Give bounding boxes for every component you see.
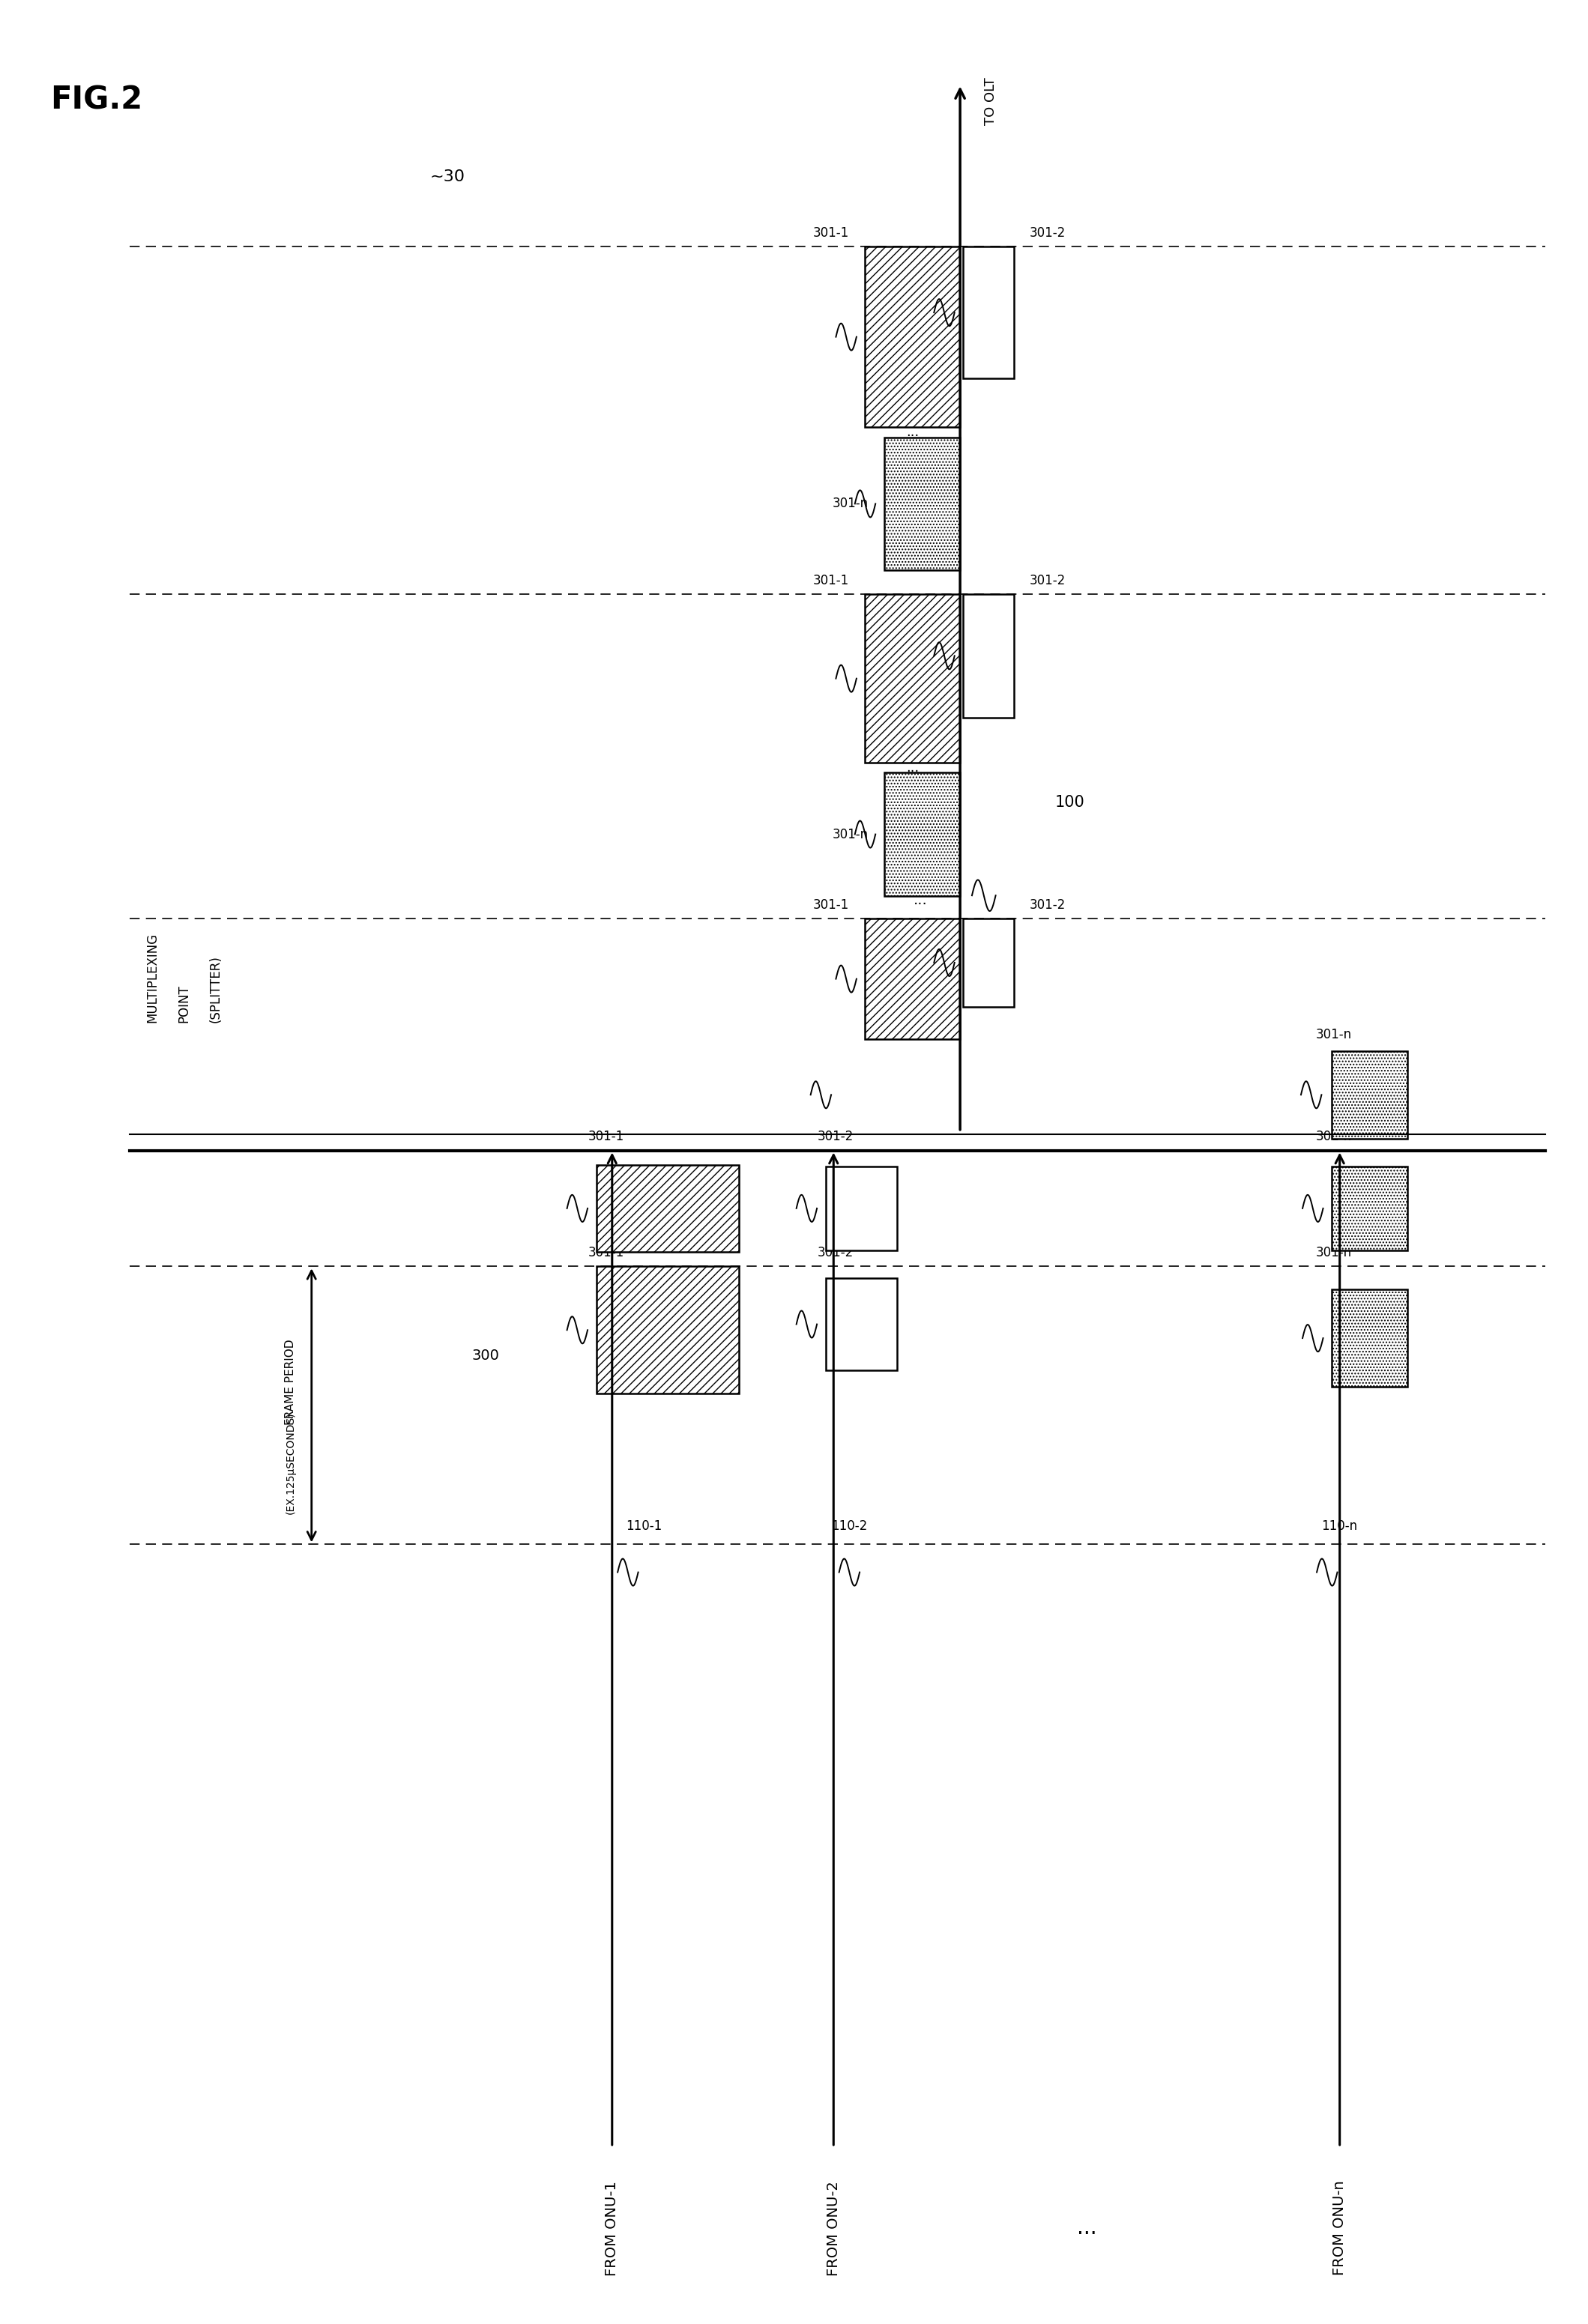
Text: POINT: POINT (178, 985, 191, 1023)
Text: FROM ONU-2: FROM ONU-2 (826, 2180, 840, 2275)
Text: FROM ONU-n: FROM ONU-n (1332, 2180, 1347, 2275)
Text: ...: ... (907, 760, 919, 774)
Bar (865, 918, 961, 1039)
Text: (EX.125μSECONDS): (EX.125μSECONDS) (286, 1413, 295, 1515)
Text: FROM ONU-1: FROM ONU-1 (605, 2180, 619, 2275)
Text: MULTIPLEXING: MULTIPLEXING (146, 932, 159, 1023)
Text: ...: ... (907, 425, 919, 439)
Text: FRAME PERIOD: FRAME PERIOD (284, 1339, 295, 1425)
Bar (826, 1167, 897, 1250)
Text: 301-n: 301-n (1316, 1246, 1351, 1260)
Text: ~30: ~30 (430, 170, 465, 184)
Text: 110-n: 110-n (1321, 1520, 1358, 1534)
Text: 301-2: 301-2 (1029, 225, 1066, 239)
Text: 301-1: 301-1 (813, 574, 850, 588)
Text: 301-n: 301-n (832, 827, 869, 841)
Bar (964, 246, 1013, 379)
Bar (1332, 1050, 1407, 1139)
Bar (596, 1164, 738, 1253)
Text: 301-1: 301-1 (813, 897, 850, 911)
Text: 301-n: 301-n (832, 497, 869, 511)
Bar (865, 595, 961, 762)
Text: TO OLT: TO OLT (985, 77, 997, 125)
Text: 110-1: 110-1 (626, 1520, 662, 1534)
Text: 110-2: 110-2 (831, 1520, 867, 1534)
Text: ...: ... (913, 892, 927, 906)
Text: 100: 100 (1054, 795, 1085, 811)
Text: 301-1: 301-1 (589, 1246, 624, 1260)
Text: (SPLITTER): (SPLITTER) (208, 955, 222, 1023)
Bar (885, 437, 961, 569)
Text: 301-1: 301-1 (589, 1129, 624, 1143)
Bar (596, 1267, 738, 1394)
Text: 301-2: 301-2 (1029, 897, 1066, 911)
Text: ...: ... (1077, 2217, 1097, 2238)
Bar (826, 1278, 897, 1371)
Text: 301-1: 301-1 (813, 225, 850, 239)
Text: FIG.2: FIG.2 (51, 84, 143, 116)
Text: 301-2: 301-2 (818, 1246, 854, 1260)
Text: 301-2: 301-2 (818, 1129, 854, 1143)
Text: 301-n: 301-n (1316, 1129, 1351, 1143)
Text: 300: 300 (472, 1348, 499, 1362)
Bar (964, 595, 1013, 718)
Bar (964, 918, 1013, 1006)
Text: 301-n: 301-n (1316, 1027, 1351, 1041)
Bar (1332, 1290, 1407, 1387)
Bar (885, 772, 961, 897)
Text: 301-2: 301-2 (1029, 574, 1066, 588)
Bar (1332, 1167, 1407, 1250)
Bar (865, 246, 961, 428)
